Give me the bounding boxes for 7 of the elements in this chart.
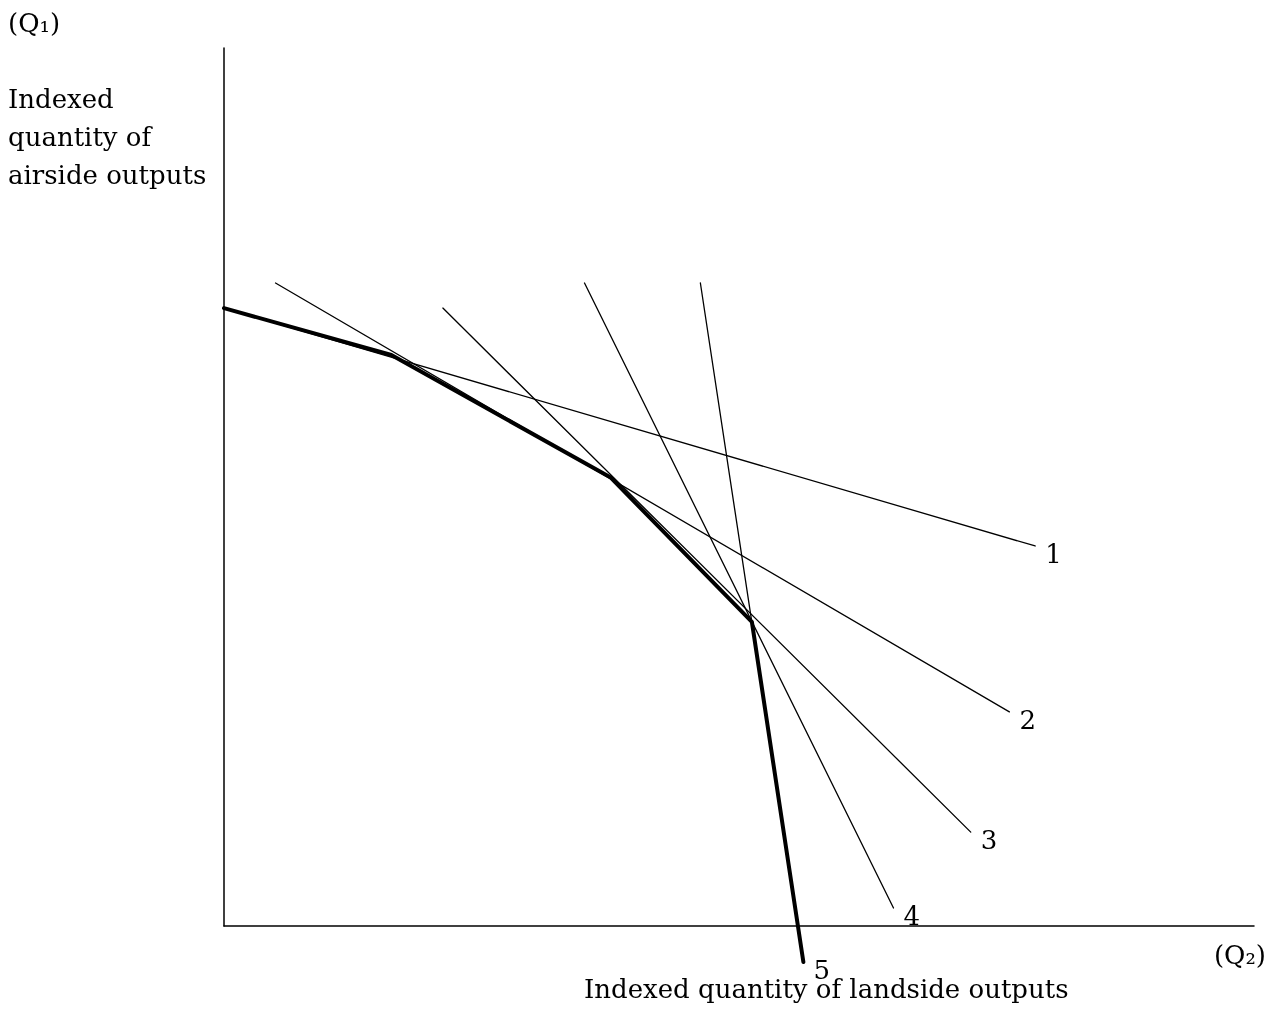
annotation: (Q₂) [1213, 940, 1267, 970]
series-label: 1 [1045, 538, 1062, 569]
y-axis-title: Indexed quantity of airside outputs [8, 84, 207, 190]
text: (Q₁) [8, 8, 61, 38]
series-label: 2 [1019, 704, 1036, 735]
series-label: 3 [980, 825, 998, 856]
series-label: 4 [903, 901, 921, 931]
